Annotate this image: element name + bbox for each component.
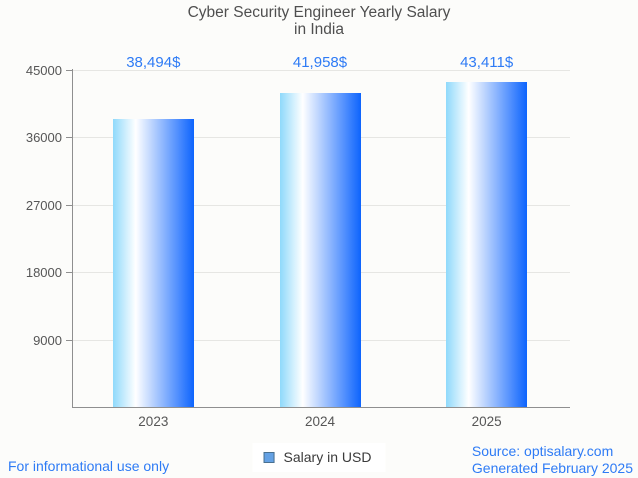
y-axis-tick (66, 272, 72, 274)
bar-2025 (446, 81, 528, 407)
bar-2023 (112, 118, 194, 407)
y-axis-line (72, 69, 73, 407)
chart-title-line2: in India (294, 21, 344, 38)
y-axis-tick (66, 137, 72, 139)
x-axis-line (72, 407, 570, 408)
bar-2024 (279, 92, 361, 407)
chart-title-line1: Cyber Security Engineer Yearly Salary (187, 4, 451, 21)
source-note: Source: optisalary.com Generated Februar… (472, 443, 633, 476)
y-axis-tick (66, 339, 72, 341)
disclaimer-note: For informational use only (8, 458, 170, 474)
x-axis-label: 2024 (304, 414, 336, 429)
y-axis-label: 36000 (25, 130, 62, 146)
legend-marker-icon (263, 451, 275, 463)
generated-line: Generated February 2025 (471, 459, 633, 476)
y-axis-label: 18000 (25, 265, 62, 281)
bar-value-label: 41,958$ (292, 54, 348, 71)
y-axis-label: 9000 (33, 332, 62, 348)
gridline (72, 70, 570, 71)
bar-value-label: 38,494$ (126, 54, 181, 71)
y-axis-label: 27000 (25, 197, 62, 213)
legend: Salary in USD (252, 443, 386, 472)
chart-title: Cyber Security Engineer Yearly Salary in… (0, 4, 638, 38)
source-line: Source: optisalary.com (471, 443, 614, 459)
x-axis-label: 2023 (138, 414, 169, 429)
y-axis-label: 45000 (25, 63, 62, 78)
y-axis-tick (66, 204, 72, 206)
y-axis-tick (66, 70, 72, 71)
bar-value-label: 43,411$ (460, 54, 514, 71)
legend-series-label: Salary in USD (283, 449, 372, 465)
x-axis-label: 2025 (471, 414, 502, 429)
